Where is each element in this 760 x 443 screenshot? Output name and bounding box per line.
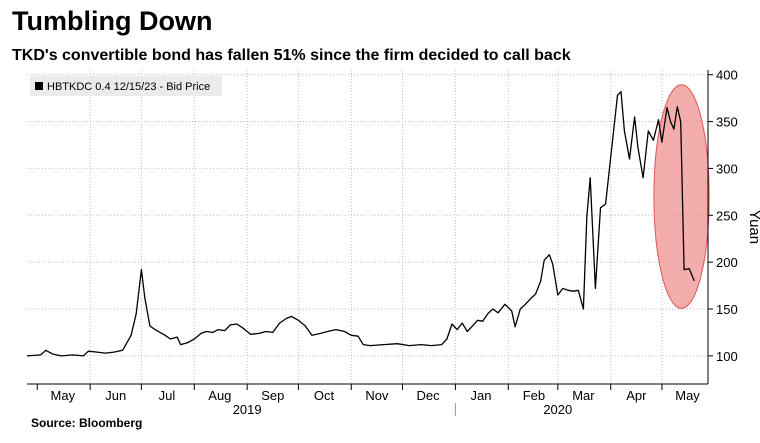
year-label: 2020 xyxy=(543,402,572,417)
y-tick-label: 150 xyxy=(716,302,738,317)
y-tick-label: 200 xyxy=(716,255,738,270)
chart-title: Tumbling Down xyxy=(12,6,213,36)
x-tick-label: Dec xyxy=(417,388,441,403)
y-axis-label: Yuan xyxy=(746,210,760,244)
x-tick-label: Jan xyxy=(471,388,492,403)
y-tick-label: 300 xyxy=(716,161,738,176)
x-tick-label: May xyxy=(675,388,700,403)
y-tick-label: 250 xyxy=(716,208,738,223)
y-tick-label: 100 xyxy=(716,349,738,364)
x-tick-label: Sep xyxy=(261,388,284,403)
legend: HBTKDC 0.4 12/15/23 - Bid Price xyxy=(30,76,222,96)
legend-label: HBTKDC 0.4 12/15/23 - Bid Price xyxy=(47,81,210,93)
x-tick-label: Mar xyxy=(572,388,595,403)
source-note: Source: Bloomberg xyxy=(31,416,143,430)
x-tick-label: Nov xyxy=(365,388,389,403)
x-tick-label: Apr xyxy=(626,388,647,403)
chart-subtitle: TKD's convertible bond has fallen 51% si… xyxy=(12,47,571,64)
grid-lines xyxy=(27,70,708,384)
y-tick-label: 400 xyxy=(716,68,738,83)
x-tick-label: May xyxy=(51,388,76,403)
x-tick-label: Aug xyxy=(208,388,231,403)
x-tick-label: Jul xyxy=(159,388,176,403)
highlight-ellipse xyxy=(653,84,710,309)
x-tick-label: Oct xyxy=(314,388,335,403)
legend-box xyxy=(30,76,222,96)
year-label: 2019 xyxy=(233,402,262,417)
y-tick-label: 350 xyxy=(716,115,738,130)
series-layer xyxy=(26,90,695,357)
highlight-layer xyxy=(653,84,710,309)
x-tick-label: Feb xyxy=(523,388,545,403)
legend-swatch xyxy=(35,82,43,90)
axes: 100 150 200 250 300 350 400 May Jun Jul Aug Sep Oct N… xyxy=(27,68,760,417)
series-line xyxy=(26,90,695,357)
x-tick-label: Jun xyxy=(105,388,126,403)
